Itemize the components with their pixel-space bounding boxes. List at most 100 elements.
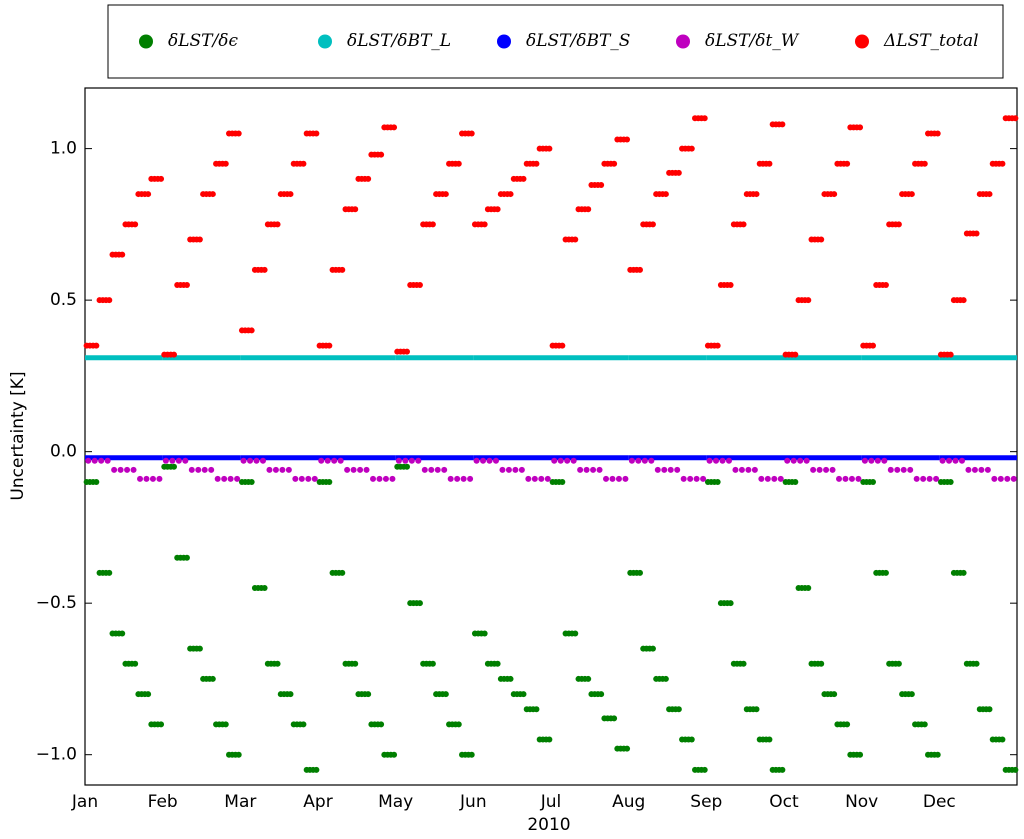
data-point <box>132 660 139 667</box>
data-point <box>196 645 203 652</box>
data-point <box>507 675 514 682</box>
data-point <box>999 160 1006 167</box>
data-point <box>777 475 784 482</box>
data-point <box>947 478 954 485</box>
data-point <box>234 475 241 482</box>
data-point <box>887 466 894 473</box>
data-point <box>111 466 118 473</box>
legend-label: ΔLST_total <box>883 31 979 51</box>
data-point <box>370 475 377 482</box>
data-point <box>766 160 773 167</box>
data-point <box>615 475 622 482</box>
data-point <box>274 660 281 667</box>
data-point <box>454 475 461 482</box>
data-point <box>713 457 720 464</box>
data-point <box>429 660 436 667</box>
data-point <box>649 221 656 228</box>
data-point <box>455 160 462 167</box>
legend-marker <box>497 34 511 49</box>
data-point <box>416 281 423 288</box>
x-tick-label: Jan <box>71 792 98 812</box>
data-point <box>104 457 111 464</box>
data-point <box>792 478 799 485</box>
data-point <box>492 457 499 464</box>
data-point <box>235 130 242 137</box>
data-point <box>551 457 558 464</box>
data-point <box>986 191 993 198</box>
data-point <box>900 466 907 473</box>
data-point <box>700 475 707 482</box>
data-point <box>91 457 98 464</box>
data-point <box>259 457 266 464</box>
data-point <box>810 466 817 473</box>
data-point <box>991 475 998 482</box>
data-point <box>598 181 605 188</box>
data-point <box>391 751 398 758</box>
data-point <box>908 191 915 198</box>
data-point <box>947 351 954 358</box>
data-point <box>363 466 370 473</box>
data-point <box>313 130 320 137</box>
data-point <box>701 115 708 122</box>
data-point <box>596 466 603 473</box>
data-point <box>350 466 357 473</box>
data-point <box>337 457 344 464</box>
data-point <box>771 475 778 482</box>
data-point <box>829 466 836 473</box>
data-point <box>674 466 681 473</box>
data-point <box>382 475 389 482</box>
data-point <box>649 645 656 652</box>
data-point <box>855 475 862 482</box>
legend-label: δLST/δϵ <box>168 31 238 51</box>
data-point <box>376 475 383 482</box>
data-point <box>520 175 527 182</box>
x-tick-label: Feb <box>148 792 178 812</box>
data-point <box>609 475 616 482</box>
data-point <box>727 600 734 607</box>
data-point <box>98 457 105 464</box>
data-point <box>764 475 771 482</box>
data-point <box>261 266 268 273</box>
y-tick-label: −0.5 <box>36 593 77 613</box>
data-point <box>598 691 605 698</box>
data-point <box>973 230 980 237</box>
data-point <box>766 736 773 743</box>
x-axis-label: 2010 <box>527 815 570 835</box>
data-point <box>675 706 682 713</box>
data-point <box>732 466 739 473</box>
y-axis-label: Uncertainty [K] <box>8 371 28 500</box>
data-point <box>389 475 396 482</box>
data-point <box>662 675 669 682</box>
data-point <box>266 466 273 473</box>
data-point <box>572 236 579 243</box>
data-point <box>869 478 876 485</box>
data-point <box>869 342 876 349</box>
data-point <box>467 475 474 482</box>
data-point <box>848 475 855 482</box>
data-point <box>339 266 346 273</box>
data-point <box>169 457 176 464</box>
data-point <box>117 466 124 473</box>
data-point <box>298 475 305 482</box>
data-point <box>480 457 487 464</box>
data-point <box>779 766 786 773</box>
data-point <box>222 721 229 728</box>
data-point <box>585 675 592 682</box>
data-point <box>546 736 553 743</box>
data-point <box>253 457 260 464</box>
data-point <box>882 569 889 576</box>
data-point <box>882 281 889 288</box>
data-point <box>221 475 228 482</box>
data-point <box>895 221 902 228</box>
data-point <box>442 191 449 198</box>
data-point <box>403 463 410 470</box>
data-point <box>428 466 435 473</box>
data-point <box>85 457 92 464</box>
data-point <box>481 221 488 228</box>
data-point <box>740 660 747 667</box>
data-point <box>738 466 745 473</box>
legend-box <box>107 4 1004 79</box>
data-point <box>145 191 152 198</box>
data-point <box>183 554 190 561</box>
